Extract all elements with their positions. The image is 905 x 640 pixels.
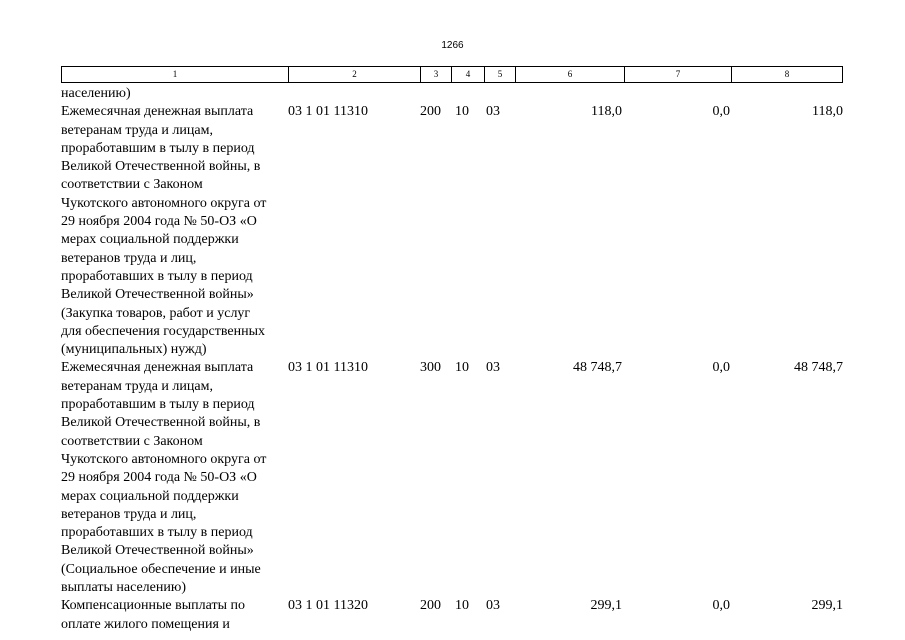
row-subsection: 03	[486, 360, 500, 376]
table-row: Ежемесячная денежная выплата ветеранам т…	[61, 359, 861, 597]
row-section: 10	[455, 598, 469, 614]
budget-table-body: населению) Ежемесячная денежная выплата …	[61, 85, 861, 634]
row-amount-col7: 0,0	[712, 104, 731, 120]
row-expense-type: 200	[420, 598, 441, 614]
column-header-2: 2	[289, 67, 421, 82]
row-amount-col6: 48 748,7	[573, 360, 622, 376]
row-amount-col6: 118,0	[591, 104, 622, 120]
row-amount-col8: 299,1	[811, 598, 844, 614]
table-row: Компенсационные выплаты по оплате жилого…	[61, 597, 861, 634]
row-target-code: 03 1 01 11310	[288, 104, 368, 120]
column-header-7: 7	[625, 67, 732, 82]
column-header-5: 5	[485, 67, 516, 82]
row-target-code: 03 1 01 11320	[288, 598, 368, 614]
column-header-3: 3	[421, 67, 452, 82]
page-number: 1266	[441, 40, 464, 51]
row-amount-col8: 118,0	[812, 104, 843, 120]
row-section: 10	[455, 104, 469, 120]
row-description: Компенсационные выплаты по оплате жилого…	[61, 598, 245, 632]
column-number-header: 1 2 3 4 5 6 7 8	[61, 66, 843, 83]
row-amount-col8: 48 748,7	[794, 360, 843, 376]
row-subsection: 03	[486, 104, 500, 120]
table-row: Ежемесячная денежная выплата ветеранам т…	[61, 103, 861, 359]
column-header-1: 1	[62, 67, 289, 82]
row-amount-col7: 0,0	[712, 360, 731, 376]
column-header-8: 8	[784, 69, 790, 79]
row-amount-col7: 0,0	[712, 598, 731, 614]
carry-over-row: населению)	[61, 85, 861, 103]
row-target-code: 03 1 01 11310	[288, 360, 368, 376]
row-expense-type: 200	[420, 104, 441, 120]
row-subsection: 03	[486, 598, 500, 614]
row-description: Ежемесячная денежная выплата ветеранам т…	[61, 104, 267, 358]
row-expense-type: 300	[420, 360, 441, 376]
column-header-6: 6	[516, 67, 625, 82]
carry-over-text: населению)	[61, 86, 131, 101]
column-header-4: 4	[452, 67, 485, 82]
row-amount-col6: 299,1	[590, 598, 623, 614]
row-description: Ежемесячная денежная выплата ветеранам т…	[61, 360, 267, 596]
row-section: 10	[455, 360, 469, 376]
